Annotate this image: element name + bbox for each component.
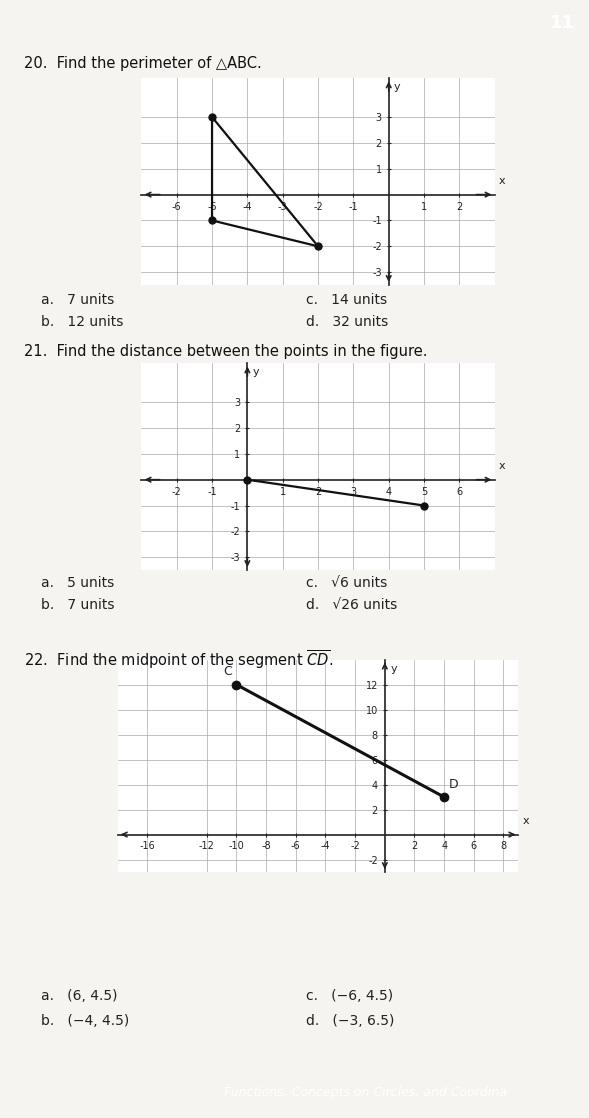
Text: 21.  Find the distance between the points in the figure.: 21. Find the distance between the points… — [24, 344, 427, 359]
Text: C: C — [223, 665, 232, 679]
Text: D: D — [449, 778, 458, 790]
Text: y: y — [394, 83, 401, 93]
Text: d.   √26 units: d. √26 units — [306, 598, 398, 613]
Text: 22.  Find the midpoint of the segment $\overline{CD}$.: 22. Find the midpoint of the segment $\o… — [24, 648, 333, 671]
Text: 20.  Find the perimeter of △ABC.: 20. Find the perimeter of △ABC. — [24, 56, 262, 70]
Text: y: y — [391, 664, 398, 674]
Text: Functions, Concepts on Circles, and Coordina: Functions, Concepts on Circles, and Coor… — [224, 1087, 507, 1099]
Text: 11: 11 — [550, 13, 575, 32]
Text: b.   12 units: b. 12 units — [41, 315, 124, 330]
Text: a.   5 units: a. 5 units — [41, 576, 114, 590]
Text: c.   (−6, 4.5): c. (−6, 4.5) — [306, 989, 393, 1004]
Text: c.   √6 units: c. √6 units — [306, 576, 388, 590]
Text: d.   (−3, 6.5): d. (−3, 6.5) — [306, 1014, 395, 1029]
Text: b.   7 units: b. 7 units — [41, 598, 115, 613]
Text: a.   (6, 4.5): a. (6, 4.5) — [41, 989, 118, 1004]
Text: x: x — [498, 177, 505, 187]
Text: y: y — [253, 368, 259, 378]
Text: x: x — [498, 462, 505, 472]
Text: c.   14 units: c. 14 units — [306, 293, 388, 307]
Text: b.   (−4, 4.5): b. (−4, 4.5) — [41, 1014, 130, 1029]
Text: x: x — [522, 816, 529, 826]
Text: a.   7 units: a. 7 units — [41, 293, 114, 307]
Text: d.   32 units: d. 32 units — [306, 315, 389, 330]
